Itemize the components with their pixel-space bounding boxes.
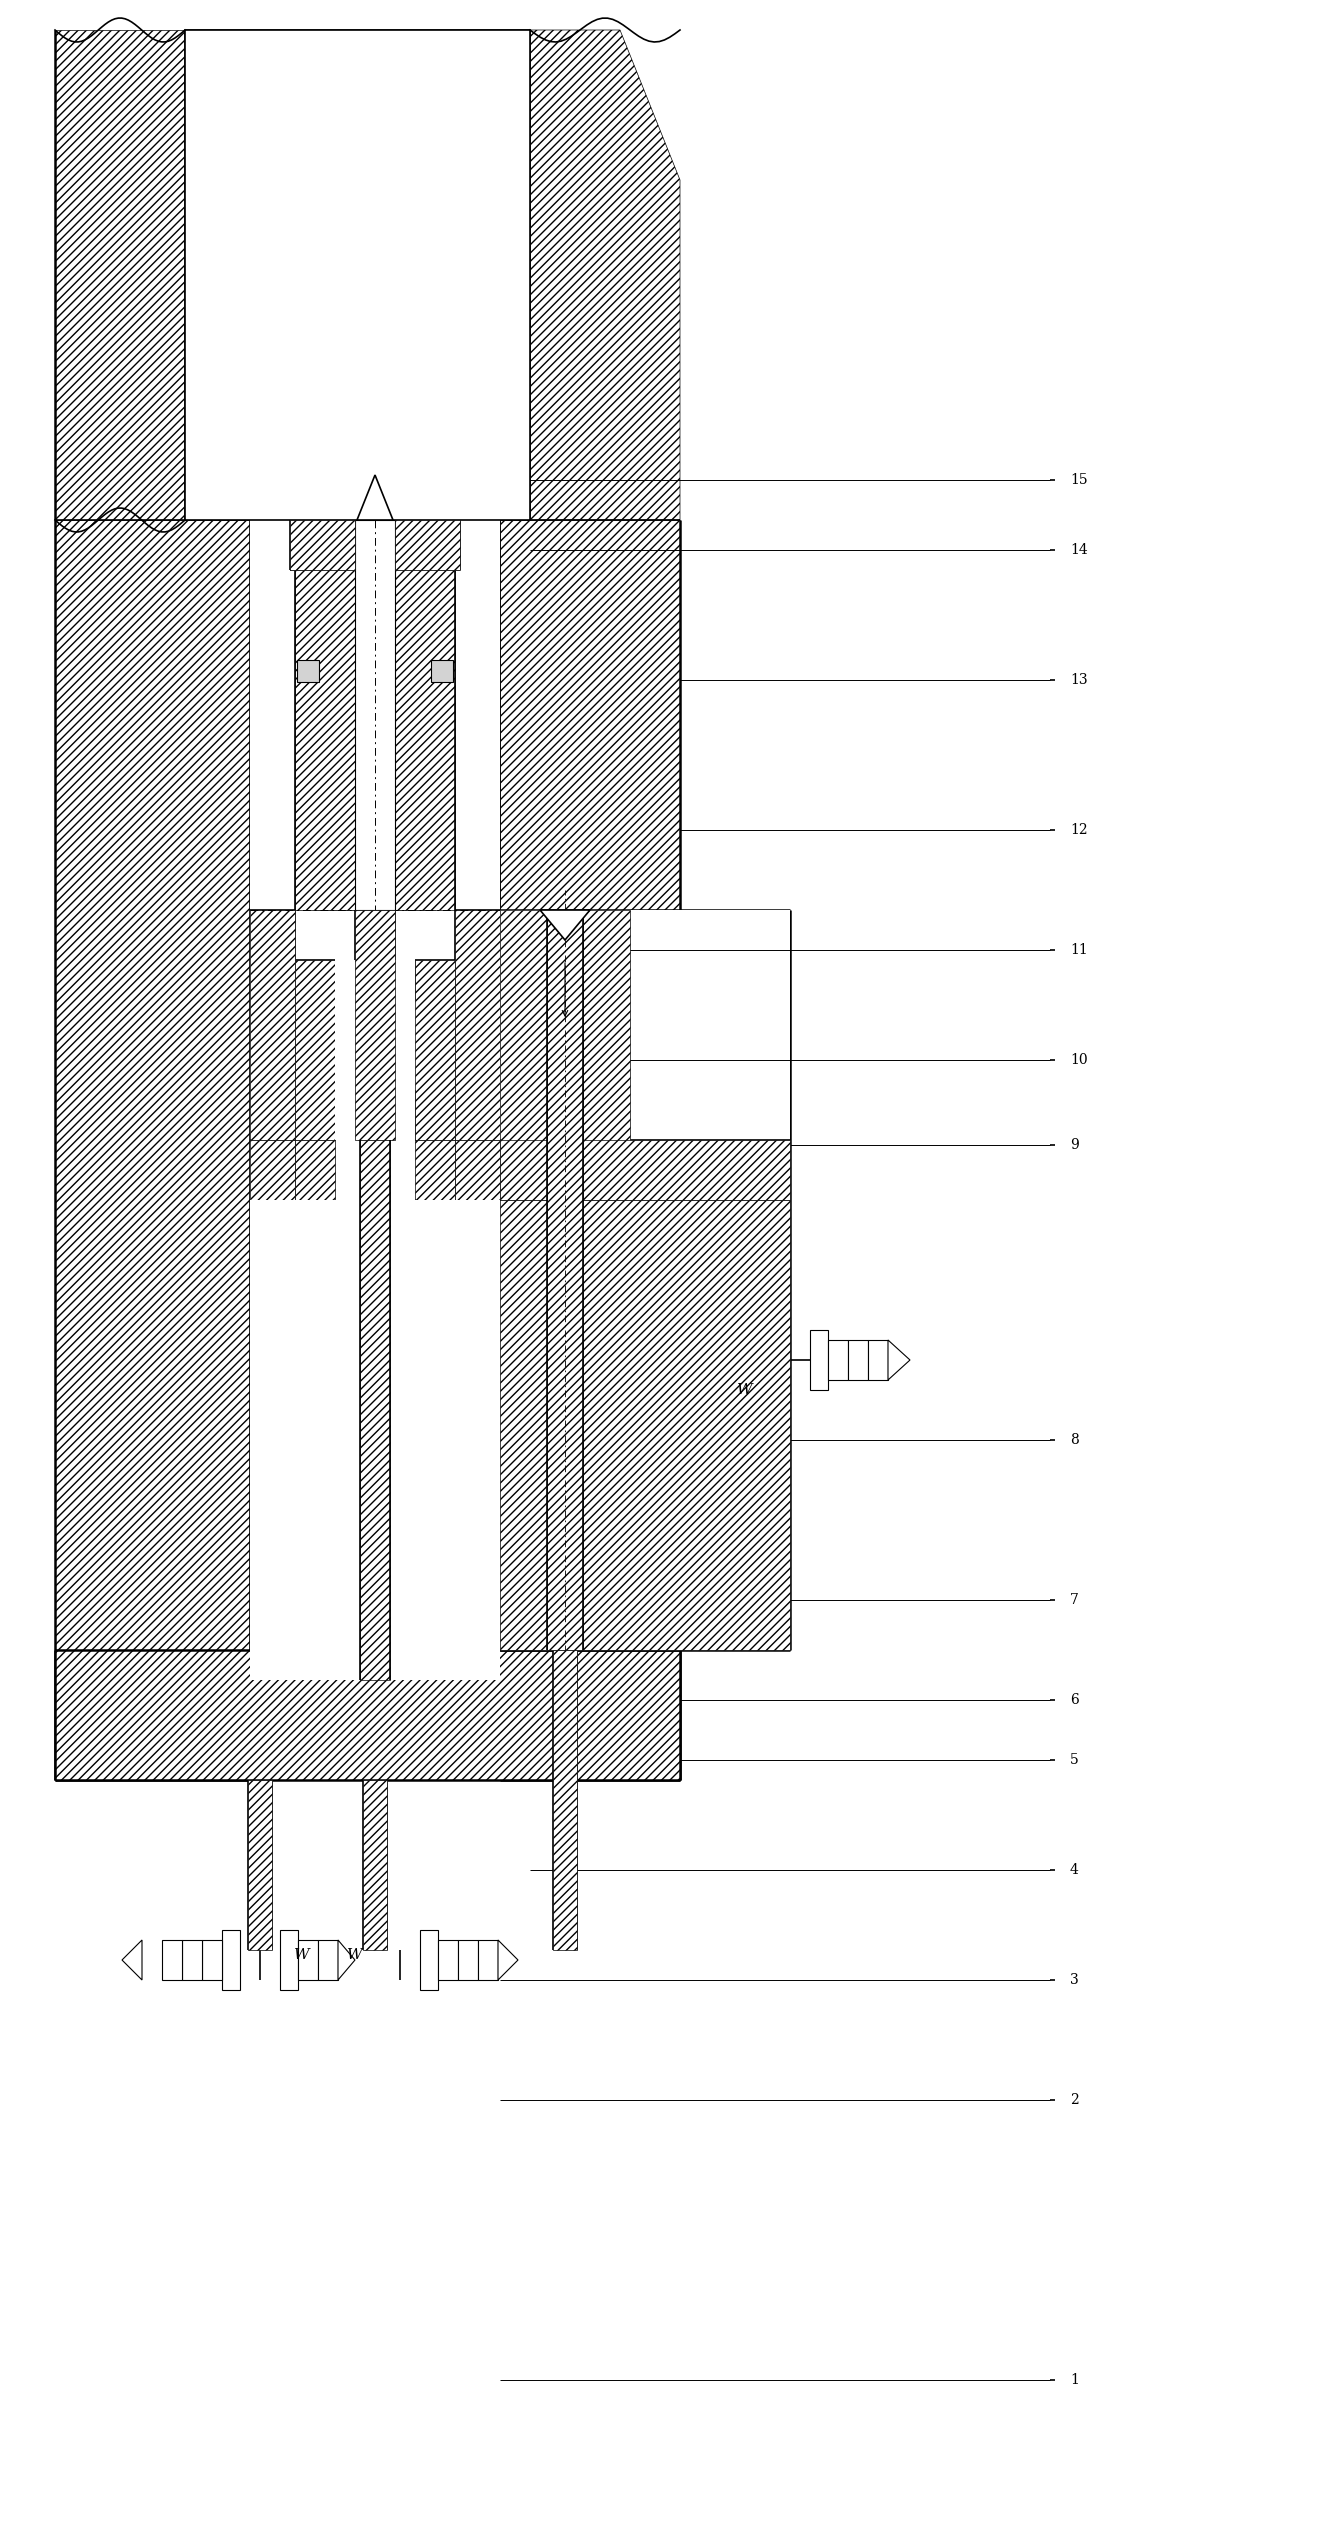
Bar bbox=[829, 1341, 848, 1379]
Bar bbox=[298, 1941, 318, 1981]
Text: 10: 10 bbox=[1070, 1054, 1088, 1067]
Polygon shape bbox=[553, 1651, 577, 1951]
Bar bbox=[318, 1941, 338, 1981]
Polygon shape bbox=[547, 909, 583, 1651]
Polygon shape bbox=[500, 1140, 790, 1199]
Text: 11: 11 bbox=[1070, 942, 1088, 958]
Polygon shape bbox=[500, 1199, 790, 1651]
Polygon shape bbox=[500, 909, 547, 1199]
Polygon shape bbox=[290, 521, 356, 569]
Text: 7: 7 bbox=[1070, 1593, 1079, 1608]
Polygon shape bbox=[416, 960, 456, 1140]
Bar bbox=[250, 1199, 360, 1679]
Polygon shape bbox=[357, 475, 393, 521]
Polygon shape bbox=[498, 1941, 518, 1981]
Bar bbox=[250, 521, 500, 1651]
Text: 3: 3 bbox=[1070, 1974, 1079, 1986]
Text: 13: 13 bbox=[1070, 673, 1088, 686]
Bar bbox=[432, 660, 453, 683]
Polygon shape bbox=[583, 909, 630, 1199]
Polygon shape bbox=[55, 521, 250, 1781]
Bar bbox=[810, 1331, 829, 1389]
Bar bbox=[280, 1930, 298, 1989]
Polygon shape bbox=[55, 1651, 681, 1781]
Polygon shape bbox=[364, 1781, 388, 1951]
Bar bbox=[420, 1930, 438, 1989]
Text: W: W bbox=[737, 1382, 753, 1397]
Polygon shape bbox=[248, 1781, 272, 1951]
Text: 15: 15 bbox=[1070, 472, 1088, 488]
Bar bbox=[182, 1941, 202, 1981]
Bar bbox=[222, 1930, 240, 1989]
Text: 2: 2 bbox=[1070, 2093, 1079, 2108]
Text: 1: 1 bbox=[1070, 2372, 1079, 2388]
Polygon shape bbox=[539, 909, 590, 940]
Polygon shape bbox=[456, 1140, 500, 1199]
Text: W: W bbox=[294, 1948, 310, 1961]
Bar bbox=[297, 660, 318, 683]
Polygon shape bbox=[250, 909, 294, 1140]
Polygon shape bbox=[55, 30, 185, 521]
Bar bbox=[390, 1199, 500, 1679]
Text: 5: 5 bbox=[1070, 1753, 1079, 1768]
Text: 4: 4 bbox=[1070, 1862, 1079, 1877]
Bar bbox=[868, 1341, 888, 1379]
Bar bbox=[163, 1941, 182, 1981]
Polygon shape bbox=[294, 960, 336, 1140]
Polygon shape bbox=[888, 1341, 910, 1379]
Text: 8: 8 bbox=[1070, 1433, 1079, 1448]
Bar bbox=[336, 960, 416, 1140]
Polygon shape bbox=[123, 1941, 143, 1981]
Polygon shape bbox=[396, 521, 436, 909]
Polygon shape bbox=[294, 569, 356, 909]
Bar bbox=[185, 30, 530, 521]
Bar bbox=[500, 909, 790, 1651]
Polygon shape bbox=[338, 1941, 356, 1981]
Bar bbox=[458, 1941, 478, 1981]
Polygon shape bbox=[250, 1140, 294, 1199]
Polygon shape bbox=[500, 521, 681, 1781]
Text: 14: 14 bbox=[1070, 544, 1088, 556]
Polygon shape bbox=[396, 521, 460, 569]
Bar bbox=[848, 1341, 868, 1379]
Polygon shape bbox=[360, 1140, 390, 1679]
Polygon shape bbox=[356, 909, 396, 1140]
Polygon shape bbox=[456, 909, 500, 1140]
Text: 9: 9 bbox=[1070, 1138, 1079, 1153]
Polygon shape bbox=[416, 1140, 456, 1250]
Polygon shape bbox=[314, 521, 356, 909]
Bar bbox=[478, 1941, 498, 1981]
Polygon shape bbox=[396, 569, 456, 909]
Polygon shape bbox=[294, 1140, 336, 1250]
Polygon shape bbox=[530, 30, 681, 521]
Text: 6: 6 bbox=[1070, 1694, 1079, 1707]
Bar bbox=[202, 1941, 222, 1981]
Text: W: W bbox=[348, 1948, 362, 1961]
Polygon shape bbox=[336, 1250, 416, 1300]
Bar bbox=[356, 521, 396, 909]
Text: 12: 12 bbox=[1070, 823, 1088, 838]
Bar bbox=[438, 1941, 458, 1981]
